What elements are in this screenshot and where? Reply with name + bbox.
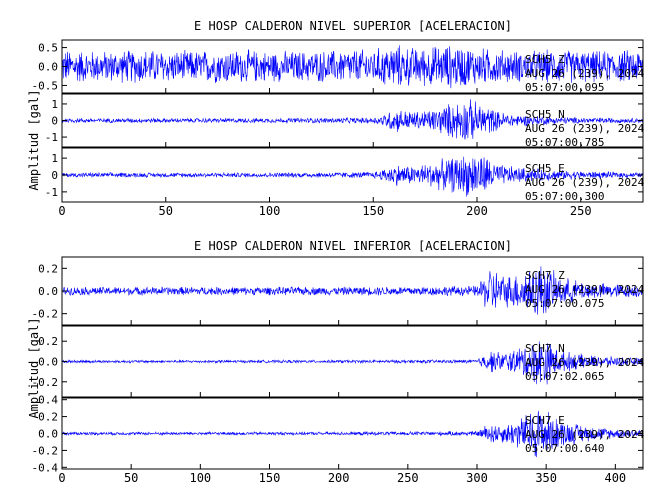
- bottom-panel-1-waveform: [62, 341, 643, 385]
- top-panel-2-date-label: AUG 26 (239), 2024: [525, 176, 645, 189]
- top-x-tick-label: 200: [466, 204, 488, 218]
- bottom-panel-0-y-tick-label: 0.0: [38, 285, 58, 298]
- top-panel-1-station-label: SCH5 N: [525, 108, 565, 121]
- bottom-traces: [62, 266, 643, 458]
- top-panel-1-y-tick-label: 0: [51, 115, 58, 128]
- top-panel-2-station-label: SCH5 E: [525, 162, 565, 175]
- bottom-panel-0-y-tick-label: 0.2: [38, 262, 58, 275]
- bottom-panel-0-y-tick-label: -0.2: [32, 308, 59, 321]
- bottom-panel-2-y-tick-label: -0.4: [32, 461, 59, 474]
- bottom-panel-2-y-tick-label: 0.0: [38, 428, 58, 441]
- bottom-x-tick-label: 200: [328, 471, 350, 485]
- bottom-panel-2-station-label: SCH7 E: [525, 414, 565, 427]
- bottom-x-tick-label: 100: [189, 471, 211, 485]
- top-axes: 0.50.0-0.510-110-10 50 100 150 200 250: [32, 39, 644, 218]
- top-panel-2-y-tick-label: 1: [51, 152, 58, 165]
- bottom-figure-title: E HOSP CALDERON NIVEL INFERIOR [ACELERAC…: [194, 239, 512, 253]
- bottom-panel-0-date-label: AUG 26 (239), 2024: [525, 283, 645, 296]
- bottom-panel-2-date-label: AUG 26 (239), 2024: [525, 428, 645, 441]
- top-traces: [62, 45, 643, 197]
- top-panel-0-date-label: AUG 26 (239), 2024: [525, 67, 645, 80]
- bottom-panel-1-labels: SCH7 N AUG 26 (239), 2024 05:07:02.065: [525, 342, 645, 383]
- bottom-x-tick-label: 150: [259, 471, 281, 485]
- bottom-panel-1-y-tick-label: 0.0: [38, 356, 58, 369]
- top-panel-1-date-label: AUG 26 (239), 2024: [525, 122, 645, 135]
- bottom-x-tick-label: 0: [58, 471, 65, 485]
- bottom-panel-1-y-tick-label: -0.2: [32, 376, 59, 389]
- bottom-panel-2-y-tick-label: -0.2: [32, 444, 59, 457]
- bottom-panel-0-time-label: 05:07:00.075: [525, 297, 604, 310]
- bottom-y-axis-label: Amplitud [gal]: [27, 317, 41, 418]
- bottom-panel-0-station-label: SCH7 Z: [525, 269, 565, 282]
- bottom-x-tick-label: 250: [397, 471, 419, 485]
- top-panel-2-y-tick-label: -1: [45, 186, 58, 199]
- top-x-tick-label: 50: [159, 204, 173, 218]
- bottom-panel-1-date-label: AUG 26 (239), 2024: [525, 356, 645, 369]
- bottom-panel-1-y-tick-label: 0.2: [38, 335, 58, 348]
- bottom-panel-2-time-label: 05:07:00.640: [525, 442, 604, 455]
- top-panel-0-y-tick-label: 0.5: [38, 42, 58, 55]
- top-figure-title: E HOSP CALDERON NIVEL SUPERIOR [ACELERAC…: [194, 19, 512, 33]
- top-x-tick-label: 150: [362, 204, 384, 218]
- top-panel-0-station-label: SCH5 Z: [525, 53, 565, 66]
- bottom-panel-0-waveform: [62, 266, 643, 315]
- top-y-axis-label: Amplitud [gal]: [27, 89, 41, 190]
- top-panel-1-waveform: [62, 99, 643, 140]
- bottom-panel-2-labels: SCH7 E AUG 26 (239), 2024 05:07:00.640: [525, 414, 645, 455]
- top-panel-0-y-tick-label: -0.5: [32, 79, 59, 92]
- top-panel-2-y-tick-label: 0: [51, 169, 58, 182]
- top-panel-0-time-label: 05:07:00.095: [525, 81, 604, 94]
- bottom-panel-0-labels: SCH7 Z AUG 26 (239), 2024 05:07:00.075: [525, 269, 645, 310]
- top-x-tick-label: 250: [570, 204, 592, 218]
- top-panel-0-waveform: [62, 45, 643, 89]
- bottom-panel-1-time-label: 05:07:02.065: [525, 370, 604, 383]
- bottom-panel-2-waveform: [62, 410, 643, 458]
- top-panel-1-labels: SCH5 N AUG 26 (239), 2024 05:07:00.785: [525, 108, 645, 149]
- bottom-x-tick-label: 350: [535, 471, 557, 485]
- top-panel-2-labels: SCH5 E AUG 26 (239), 2024 05:07:00.300: [525, 162, 645, 203]
- top-panel-2-time-label: 05:07:00.300: [525, 190, 604, 203]
- top-panel-0-y-tick-label: 0.0: [38, 61, 58, 74]
- bottom-panel-2-y-tick-label: 0.2: [38, 411, 58, 424]
- top-panel-1-time-label: 05:07:00.785: [525, 136, 604, 149]
- bottom-panel-1-station-label: SCH7 N: [525, 342, 565, 355]
- bottom-axes: 0.2 0.0 -0.2 0.2 0.0 -0.2 0.4 0.2 0.0 -0.2 -0.40 50…: [32, 256, 644, 485]
- top-x-tick-label: 0: [58, 204, 65, 218]
- bottom-x-tick-label: 400: [604, 471, 626, 485]
- bottom-x-tick-label: 300: [466, 471, 488, 485]
- top-panel-1-y-tick-label: 1: [51, 98, 58, 111]
- top-panel-2-waveform: [62, 156, 643, 197]
- bottom-x-tick-label: 50: [124, 471, 138, 485]
- bottom-panel-2-y-tick-label: 0.4: [38, 394, 58, 407]
- top-panel-1-y-tick-label: -1: [45, 131, 58, 144]
- top-panel-0-labels: SCH5 Z AUG 26 (239), 2024 05:07:00.095: [525, 53, 645, 94]
- top-x-tick-label: 100: [259, 204, 281, 218]
